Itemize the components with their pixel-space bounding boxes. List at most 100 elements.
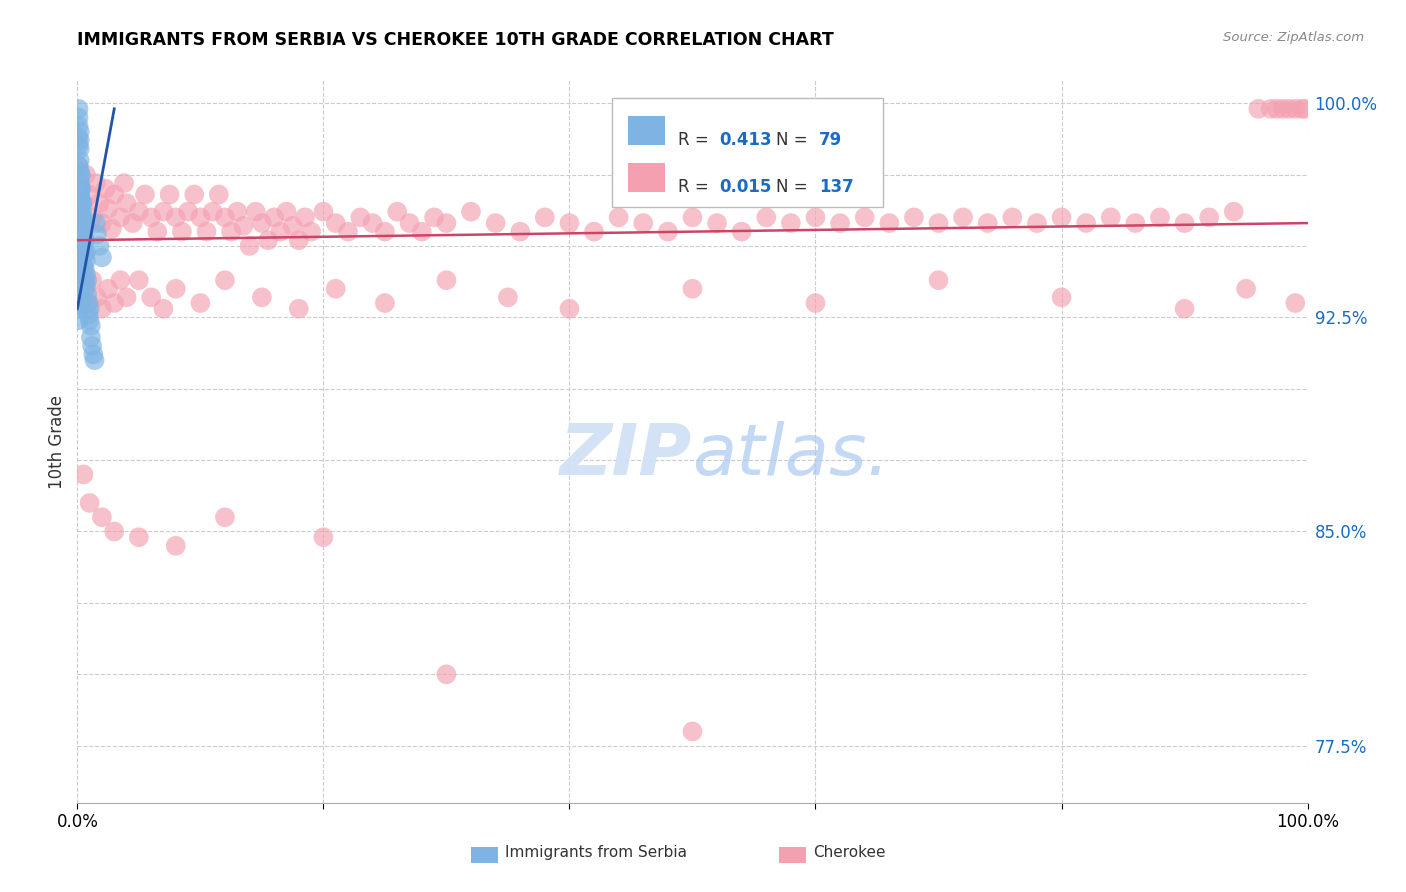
Point	[1050, 211, 1073, 225]
Point	[460, 204, 482, 219]
Point	[97, 282, 120, 296]
Point	[75, 279, 97, 293]
Point	[1099, 211, 1122, 225]
Point	[69, 285, 91, 299]
Point	[1294, 102, 1316, 116]
Point	[73, 261, 96, 276]
Point	[75, 168, 97, 182]
Point	[1247, 102, 1270, 116]
Point	[79, 187, 101, 202]
Point	[70, 168, 93, 182]
Point	[706, 216, 728, 230]
Point	[281, 219, 304, 233]
Point	[245, 204, 267, 219]
Point	[110, 211, 132, 225]
Point	[70, 211, 93, 225]
Point	[72, 225, 94, 239]
Point	[780, 216, 803, 230]
Point	[977, 216, 1000, 230]
Point	[72, 196, 94, 211]
Point	[69, 153, 91, 168]
Point	[141, 211, 163, 225]
Point	[288, 233, 311, 247]
Point	[90, 216, 114, 230]
Point	[509, 225, 531, 239]
Point	[1125, 216, 1147, 230]
Text: Immigrants from Serbia: Immigrants from Serbia	[506, 845, 688, 860]
Point	[72, 230, 94, 244]
Point	[69, 187, 91, 202]
Point	[398, 216, 420, 230]
Point	[152, 301, 174, 316]
Point	[97, 202, 120, 216]
Point	[70, 193, 93, 207]
Point	[70, 182, 93, 196]
Point	[1050, 290, 1073, 304]
Point	[165, 539, 187, 553]
Point	[67, 282, 90, 296]
Point	[1284, 296, 1306, 310]
Point	[183, 187, 205, 202]
Point	[903, 211, 925, 225]
Bar	[628, 163, 665, 193]
Point	[90, 250, 114, 264]
Point	[195, 225, 218, 239]
Point	[226, 204, 249, 219]
Point	[201, 204, 224, 219]
Point	[496, 290, 519, 304]
Point	[325, 282, 347, 296]
Point	[165, 211, 187, 225]
Point	[79, 301, 101, 316]
Point	[67, 301, 90, 316]
Point	[83, 353, 105, 368]
Point	[374, 296, 396, 310]
Point	[952, 211, 974, 225]
Point	[69, 204, 91, 219]
Point	[423, 211, 446, 225]
Point	[70, 216, 93, 230]
Point	[682, 724, 704, 739]
Point	[250, 290, 273, 304]
Point	[77, 296, 100, 310]
Text: Source: ZipAtlas.com: Source: ZipAtlas.com	[1223, 31, 1364, 45]
Point	[72, 216, 94, 230]
Point	[1149, 211, 1171, 225]
Point	[67, 139, 90, 153]
Point	[682, 282, 704, 296]
Point	[70, 221, 93, 235]
Point	[325, 216, 347, 230]
Point	[70, 233, 93, 247]
Point	[214, 211, 236, 225]
Point	[69, 170, 91, 185]
Point	[436, 273, 458, 287]
Point	[1234, 282, 1257, 296]
Point	[214, 273, 236, 287]
Point	[583, 225, 606, 239]
Point	[115, 196, 138, 211]
Point	[657, 225, 679, 239]
Point	[70, 196, 93, 211]
Point	[69, 176, 91, 190]
Point	[214, 510, 236, 524]
Point	[67, 102, 90, 116]
Point	[73, 273, 96, 287]
Point	[67, 111, 90, 125]
Point	[219, 225, 242, 239]
Point	[804, 211, 827, 225]
Point	[755, 211, 778, 225]
Point	[72, 259, 94, 273]
Point	[67, 159, 90, 173]
Point	[188, 211, 212, 225]
Point	[112, 176, 135, 190]
Point	[70, 196, 93, 211]
Point	[682, 211, 704, 225]
Point	[69, 125, 91, 139]
Point	[76, 287, 98, 301]
Point	[170, 225, 193, 239]
Point	[146, 225, 169, 239]
Point	[288, 301, 311, 316]
Point	[558, 301, 581, 316]
Bar	[471, 847, 498, 863]
Point	[250, 216, 273, 230]
Point	[69, 176, 91, 190]
